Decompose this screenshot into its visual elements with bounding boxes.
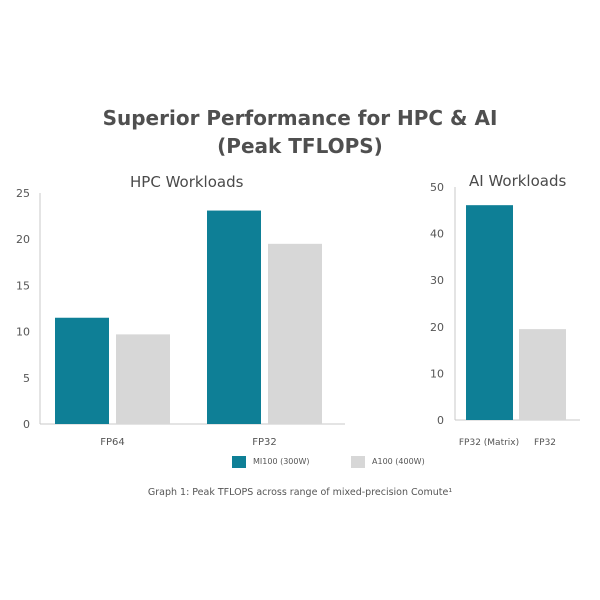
hpc-bar (116, 334, 170, 424)
legend-swatch-a100 (351, 456, 365, 468)
chart-title: Superior Performance for HPC & AI (102, 106, 498, 130)
legend-label-a100: A100 (400W) (372, 457, 425, 466)
ai-y-tick-label: 50 (430, 181, 444, 194)
ai-x-tick-label: FP32 (534, 438, 556, 448)
ai-y-tick-label: 20 (430, 321, 444, 334)
ai-x-tick-label: FP32 (Matrix) (459, 438, 519, 448)
hpc-bar (55, 317, 109, 424)
hpc-y-tick-label: 0 (23, 418, 30, 431)
hpc-y-tick-label: 25 (16, 187, 30, 200)
hpc-panel-title: HPC Workloads (130, 173, 244, 191)
hpc-y-tick-label: 10 (16, 326, 30, 339)
ai-bar (466, 205, 513, 420)
legend-label-mi100: MI100 (300W) (253, 457, 310, 466)
legend-swatch-mi100 (232, 456, 246, 468)
hpc-y-tick-label: 5 (23, 372, 30, 385)
ai-y-tick-label: 0 (437, 414, 444, 427)
ai-y-tick-label: 30 (430, 274, 444, 287)
hpc-x-tick-label: FP32 (252, 437, 277, 448)
ai-bar (519, 329, 566, 420)
hpc-y-tick-label: 15 (16, 279, 30, 292)
chart-subtitle: (Peak TFLOPS) (217, 134, 383, 158)
hpc-y-tick-label: 20 (16, 233, 30, 246)
hpc-bar (268, 243, 322, 424)
figure-caption: Graph 1: Peak TFLOPS across range of mix… (147, 487, 453, 498)
hpc-bar (207, 210, 261, 424)
ai-y-tick-label: 10 (430, 367, 444, 380)
ai-y-tick-label: 40 (430, 228, 444, 241)
ai-panel-title: AI Workloads (469, 172, 567, 190)
hpc-x-tick-label: FP64 (100, 437, 125, 448)
